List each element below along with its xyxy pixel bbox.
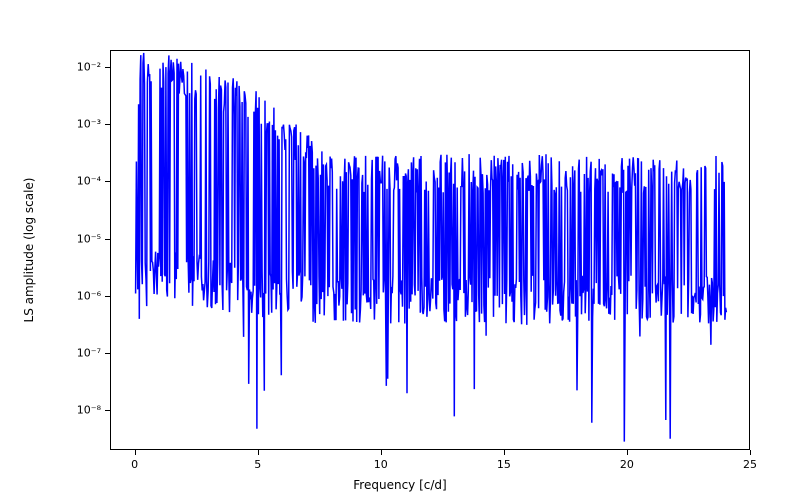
y-tick-label: 10⁻³ [77, 118, 101, 131]
y-tick [105, 296, 110, 297]
x-tick-label: 10 [374, 458, 388, 471]
x-tick-label: 15 [497, 458, 511, 471]
y-axis-label: LS amplitude (log scale) [22, 178, 36, 323]
x-tick [750, 450, 751, 455]
x-tick-label: 20 [620, 458, 634, 471]
x-tick-label: 25 [743, 458, 757, 471]
y-tick-label: 10⁻⁴ [77, 175, 101, 188]
y-tick [105, 353, 110, 354]
x-tick [381, 450, 382, 455]
x-tick-label: 5 [254, 458, 261, 471]
y-tick-label: 10⁻⁵ [77, 232, 101, 245]
plot-frame [110, 50, 750, 450]
y-tick [105, 239, 110, 240]
x-tick [504, 450, 505, 455]
y-tick [105, 410, 110, 411]
x-tick [258, 450, 259, 455]
y-tick-label: 10⁻⁸ [77, 404, 101, 417]
x-tick-label: 0 [131, 458, 138, 471]
y-tick [105, 67, 110, 68]
y-tick-label: 10⁻⁷ [77, 346, 101, 359]
y-tick [105, 124, 110, 125]
y-tick-label: 10⁻⁶ [77, 289, 101, 302]
periodogram-line [111, 51, 751, 451]
y-tick [105, 181, 110, 182]
x-tick [135, 450, 136, 455]
x-tick [627, 450, 628, 455]
x-axis-label: Frequency [c/d] [0, 478, 800, 492]
y-tick-label: 10⁻² [77, 61, 101, 74]
